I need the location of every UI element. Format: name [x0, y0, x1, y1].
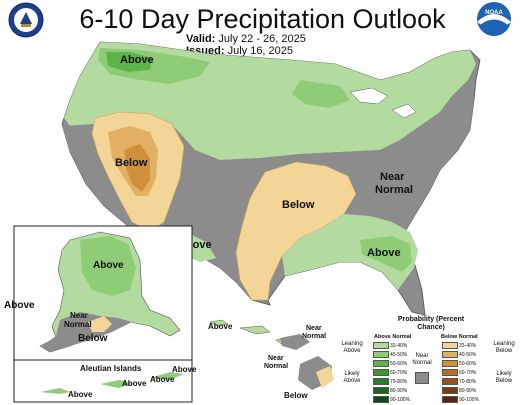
- alaska-inset: Above Above Near Normal Below: [4, 225, 193, 361]
- label-above-aleutian-2: Above: [122, 379, 147, 388]
- below-50-southwest-region: [124, 144, 150, 192]
- legend-below-range-5: 80-90%: [459, 388, 477, 394]
- above-50-montana-region: [106, 52, 152, 72]
- legend-above-swatch-3: [373, 369, 389, 376]
- legend-above-swatch-5: [373, 387, 389, 394]
- legend-below-range-1: 40-50%: [459, 352, 477, 358]
- issued-value: July 16, 2025: [227, 45, 294, 57]
- legend-below-swatch-4: [442, 378, 458, 385]
- legend-above-range-4: 70-80%: [390, 379, 408, 385]
- legend-above-swatch-6: [373, 396, 389, 403]
- aleutian-inset: Aleutian Islands Above Above Above Above: [13, 359, 197, 403]
- legend-below-swatch-3: [442, 369, 458, 376]
- label-above-aleutian-3: Above: [150, 375, 175, 384]
- alaska-above-40: [80, 236, 136, 296]
- label-below-alaska: Below: [78, 333, 108, 344]
- aleutian-islands-shape: [40, 372, 184, 394]
- legend-above-range-3: 60-70%: [390, 370, 408, 376]
- above-40-southeast-region: [360, 236, 412, 272]
- legend-below-range-3: 60-70%: [459, 370, 477, 376]
- legend-below-header: Below Normal: [441, 334, 478, 340]
- legend-below-swatch-2: [442, 360, 458, 367]
- legend-above-range-5: 80-90%: [390, 388, 408, 394]
- label-below-south-central: Below: [282, 199, 315, 211]
- label-above-aleutian-1: Above: [68, 390, 93, 399]
- legend-below-range-2: 50-60%: [459, 361, 477, 367]
- legend-above-swatch-2: [373, 360, 389, 367]
- aleutian-title: Aleutian Islands: [80, 364, 142, 373]
- legend-below-swatch-1: [442, 351, 458, 358]
- above-40-upper-midwest-region: [292, 80, 350, 108]
- great-lakes: [349, 87, 417, 119]
- legend-above-range-2: 50-60%: [390, 361, 408, 367]
- legend-above-range-1: 40-50%: [390, 352, 408, 358]
- legend-below-swatch-0: [442, 342, 458, 349]
- label-above-montana: Above: [120, 54, 154, 66]
- hawaii-below: [316, 366, 334, 388]
- hawaii-inset: Above Near Normal Near Normal Below: [208, 319, 334, 400]
- above-normal-southeast-region: [282, 214, 418, 290]
- legend-leaning-above: Leaning Above: [341, 341, 363, 354]
- page-title: 6-10 Day Precipitation Outlook: [79, 4, 446, 34]
- noaa-logo-icon: NOAA: [477, 2, 511, 36]
- noaa-logo-text: NOAA: [485, 10, 503, 16]
- legend-below-swatch-5: [442, 387, 458, 394]
- label-near-normal-east: Near Normal: [375, 171, 413, 196]
- legend-above-range-6: 90-100%: [390, 397, 411, 403]
- legend-above-swatch-1: [373, 351, 389, 358]
- legend-near-normal-label: Near Normal: [412, 353, 432, 366]
- label-near-normal-alaska: Near Normal: [64, 311, 92, 329]
- label-above-aleutian-4: Above: [172, 365, 197, 374]
- label-below-southwest: Below: [115, 157, 148, 169]
- legend-above-header: Above Normal: [374, 334, 412, 340]
- label-below-hawaii: Below: [284, 391, 308, 400]
- legend-above-swatch-0: [373, 342, 389, 349]
- legend-below-swatch-6: [442, 396, 458, 403]
- legend-leaning-below: Leaning Below: [493, 341, 515, 354]
- legend-above-swatch-4: [373, 378, 389, 385]
- legend-title: Probability (Percent Chance): [397, 316, 465, 331]
- legend-likely-above: Likely Above: [343, 371, 361, 384]
- label-near-normal-hawaii-1: Near Normal: [302, 325, 326, 340]
- label-above-hawaii: Above: [208, 322, 233, 331]
- legend-above-range-0: 33-40%: [390, 343, 408, 349]
- valid-label: Valid:: [186, 33, 216, 45]
- commerce-seal-icon: [8, 2, 44, 38]
- label-above-southeast: Above: [367, 247, 401, 259]
- label-above-alaska: Above: [93, 260, 124, 271]
- legend-below-range-0: 33-40%: [459, 343, 477, 349]
- legend-near-normal-swatch: [415, 372, 429, 384]
- legend-likely-below: Likely Below: [495, 371, 513, 384]
- label-near-normal-hawaii-2: Near Normal: [264, 355, 288, 370]
- alaska-below: [88, 316, 112, 332]
- legend-below-range-4: 70-80%: [459, 379, 477, 385]
- label-above-alaska-west: Above: [4, 300, 35, 311]
- legend-below-range-6: 90-100%: [459, 397, 480, 403]
- valid-dates: Valid: July 22 - 26, 2025: [186, 33, 306, 45]
- valid-value: July 22 - 26, 2025: [218, 33, 306, 45]
